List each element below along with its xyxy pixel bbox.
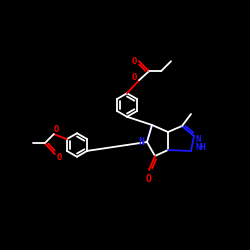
Text: N: N (195, 134, 201, 143)
Text: O: O (56, 152, 62, 162)
Text: NH: NH (196, 144, 206, 152)
Text: O: O (131, 73, 137, 82)
Text: O: O (53, 124, 59, 134)
Text: N: N (138, 137, 144, 147)
Text: O: O (146, 174, 152, 184)
Text: O: O (131, 57, 137, 66)
